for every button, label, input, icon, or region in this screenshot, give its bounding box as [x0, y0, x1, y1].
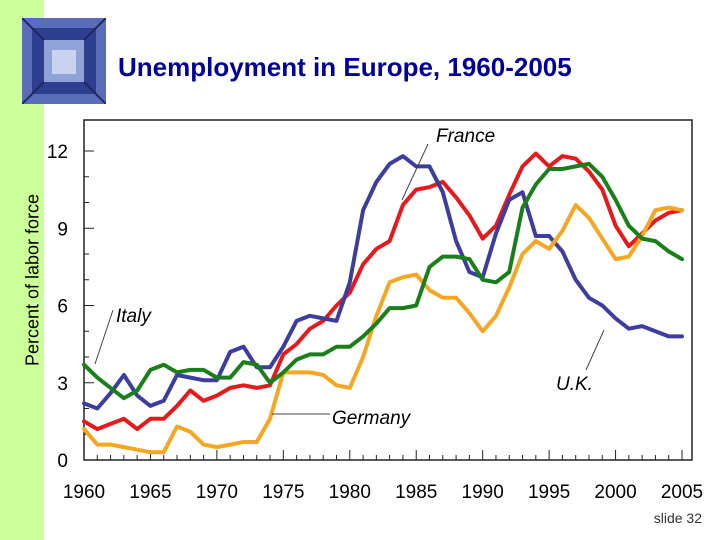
x-tick-label: 1995: [528, 482, 570, 503]
x-tick-label: 1975: [262, 482, 304, 503]
x-axis: 1960 1965 1970 1975 1980 1985 1990 1995 2000 2005: [63, 450, 703, 503]
x-tick-label: 1965: [129, 482, 171, 503]
label-germany: Germany: [332, 408, 412, 429]
x-tick-label: 1960: [63, 482, 105, 503]
y-tick-label: 12: [47, 142, 68, 163]
y-tick-label: 3: [57, 374, 68, 395]
leader-uk: [585, 329, 605, 371]
y-tick-label: 9: [57, 219, 68, 240]
series-line-italy: [82, 161, 684, 401]
leader-italy: [94, 309, 114, 365]
y-axis: 0 3 6 9 12: [47, 142, 94, 472]
label-italy: Italy: [116, 306, 152, 327]
slide-number: slide 32: [653, 510, 702, 526]
y-tick-label: 0: [57, 451, 68, 472]
y-tick-label: 6: [57, 297, 68, 318]
slide-title: Unemployment in Europe, 1960-2005: [118, 52, 572, 82]
series-group: [82, 151, 684, 455]
x-tick-label: 1985: [395, 482, 437, 503]
x-tick-label: 2000: [594, 482, 636, 503]
leader-france: [401, 143, 429, 201]
series-line-germany: [82, 203, 684, 455]
logo-icon: [22, 18, 106, 104]
x-tick-label: 1970: [196, 482, 238, 503]
x-tick-label: 2005: [661, 482, 703, 503]
x-tick-label: 1990: [462, 482, 504, 503]
x-tick-label: 1980: [329, 482, 371, 503]
plot-frame: [83, 119, 693, 461]
annotation-leaders: [94, 143, 605, 415]
label-france: France: [436, 126, 495, 147]
label-uk: U.K.: [556, 374, 593, 395]
series-line-uk: [82, 154, 684, 411]
